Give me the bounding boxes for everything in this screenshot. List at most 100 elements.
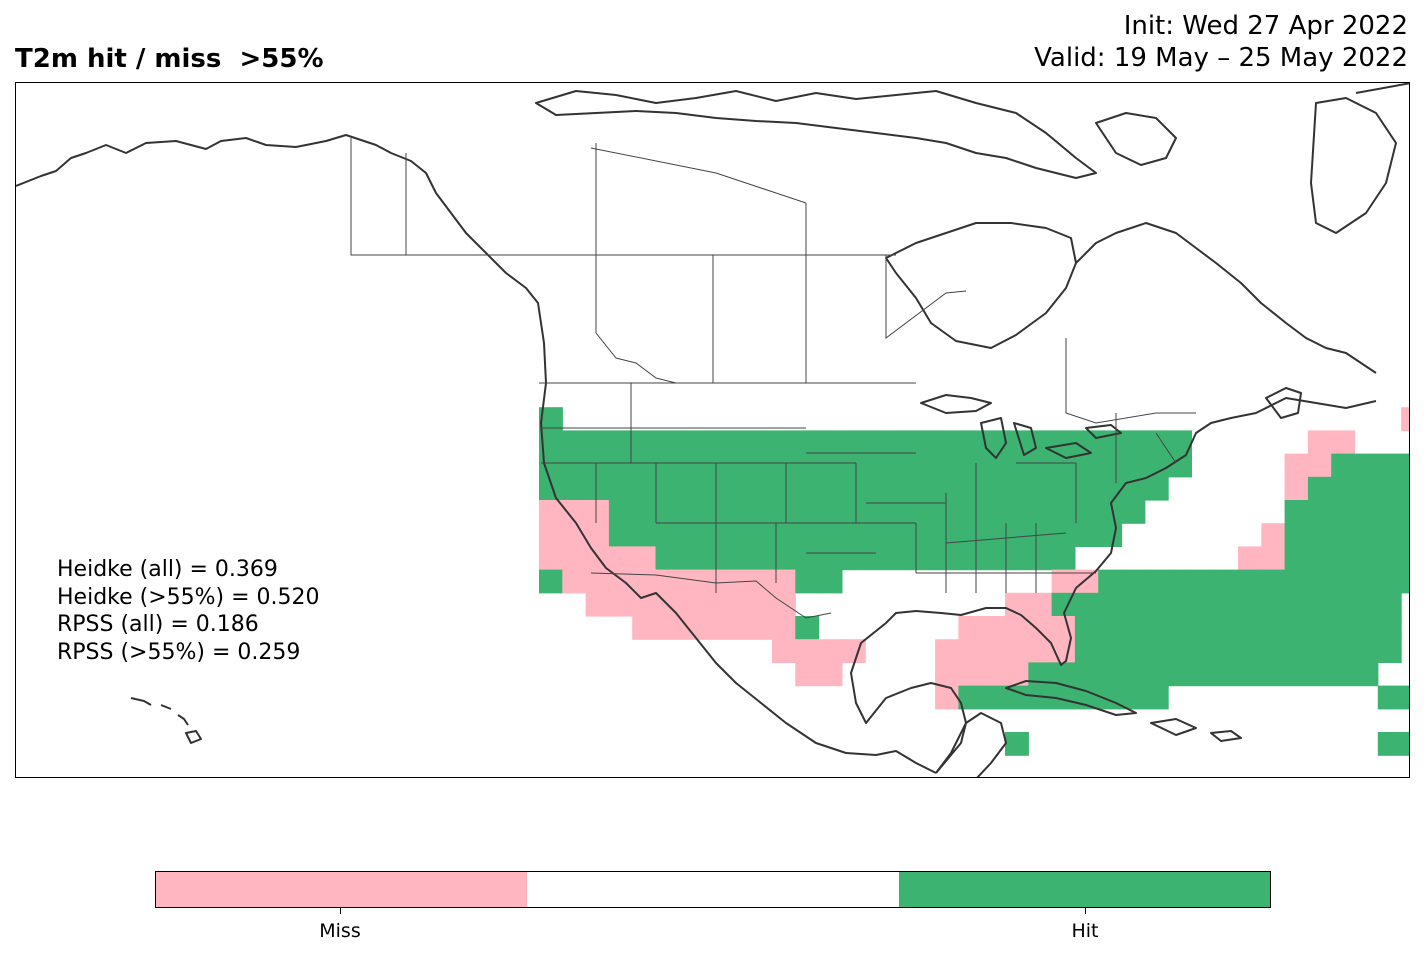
miss-cell [539, 500, 563, 524]
hit-cell [1168, 592, 1192, 617]
hit-cell [702, 523, 726, 547]
border-path [595, 255, 677, 384]
coastline-path [1150, 718, 1197, 736]
hit-cell [958, 430, 983, 455]
border-path [885, 255, 967, 339]
hit-cell [1005, 732, 1029, 756]
miss-cell [958, 616, 983, 640]
hit-cell [748, 546, 773, 571]
hit-cell [911, 476, 936, 501]
hit-cell [1074, 662, 1099, 687]
hit-cell [981, 523, 1006, 547]
miss-cell [1005, 639, 1029, 663]
miss-cell [772, 639, 796, 663]
hit-cell [1331, 592, 1356, 617]
miss-cell [702, 569, 726, 594]
miss-cell [725, 592, 750, 617]
hit-cell [1401, 732, 1409, 756]
miss-cell [1005, 616, 1029, 640]
hit-cell [1401, 453, 1409, 478]
hit-cell [678, 453, 703, 478]
hit-cell [678, 500, 703, 524]
hit-cell [795, 546, 820, 571]
skill-scores: Heidke (all) = 0.369 Heidke (>55%) = 0.5… [57, 556, 320, 666]
hit-cell [702, 430, 726, 455]
miss-cell [702, 592, 726, 617]
hit-cell [1098, 523, 1123, 547]
hit-cell [748, 476, 773, 501]
hit-cell [1121, 592, 1146, 617]
hit-cell [1261, 639, 1286, 663]
hit-cell [1238, 569, 1262, 594]
hit-cell [655, 546, 680, 571]
hit-cell [958, 685, 983, 710]
hit-cell [1214, 569, 1239, 594]
miss-cell [1401, 407, 1409, 431]
hit-cell [888, 476, 913, 501]
hit-cell [1377, 685, 1402, 710]
hit-cell [1005, 476, 1029, 501]
hit-cell [1377, 523, 1402, 547]
hit-cell [1098, 476, 1123, 501]
hit-cell [1051, 476, 1076, 501]
hit-cell [865, 546, 890, 571]
hit-cell [1074, 523, 1099, 547]
coastline-path [1355, 83, 1409, 94]
coastline-path [1265, 387, 1302, 419]
hit-cell [818, 523, 843, 547]
hit-cell [1284, 523, 1309, 547]
hit-cell [1051, 685, 1076, 710]
heidke-all: Heidke (all) = 0.369 [57, 557, 278, 582]
hit-cell [1191, 616, 1216, 640]
hit-cell [1144, 685, 1169, 710]
hit-cell [748, 430, 773, 455]
hit-cell [608, 523, 633, 547]
hit-cell [818, 500, 843, 524]
hit-cell [841, 476, 866, 501]
miss-cell [632, 569, 657, 594]
hit-cell [1307, 592, 1332, 617]
miss-cell [1028, 616, 1053, 640]
hit-cell [1331, 616, 1356, 640]
rpss-55: RPSS (>55%) = 0.259 [57, 639, 301, 665]
miss-cell [795, 639, 820, 663]
hit-cell [1121, 500, 1146, 524]
miss-cell [1238, 546, 1262, 571]
miss-cell [562, 569, 587, 594]
hit-cell [911, 523, 936, 547]
hit-cell [981, 453, 1006, 478]
hit-cell [1028, 453, 1053, 478]
hit-cell [1354, 500, 1379, 524]
hit-cell [725, 500, 750, 524]
hit-cell [865, 523, 890, 547]
hit-cell [1214, 639, 1239, 663]
hit-cell [1051, 546, 1076, 571]
coastline-path [1005, 680, 1137, 716]
hit-cell [958, 546, 983, 571]
miss-cell [678, 592, 703, 617]
miss-cell [725, 616, 750, 640]
hit-cell [725, 546, 750, 571]
hit-cell [1168, 569, 1192, 594]
hit-cell [1121, 430, 1146, 455]
hit-cell [725, 523, 750, 547]
coastline-path [935, 712, 1007, 777]
miss-cell [539, 546, 563, 571]
hit-cell [702, 546, 726, 571]
hit-cell [865, 476, 890, 501]
hit-cell [818, 476, 843, 501]
hit-cell [958, 500, 983, 524]
hit-cell [562, 476, 587, 501]
hit-cell [608, 476, 633, 501]
hit-cell [1051, 430, 1076, 455]
hit-cell [1401, 500, 1409, 524]
hit-cell [1261, 662, 1286, 687]
hit-cell [1377, 616, 1402, 640]
hit-cell [1005, 546, 1029, 571]
hit-cell [1331, 569, 1356, 594]
hit-cell [678, 430, 703, 455]
hit-cell [1028, 500, 1053, 524]
hit-cell [1307, 616, 1332, 640]
hit-cell [539, 476, 563, 501]
hit-cell [1354, 546, 1379, 571]
